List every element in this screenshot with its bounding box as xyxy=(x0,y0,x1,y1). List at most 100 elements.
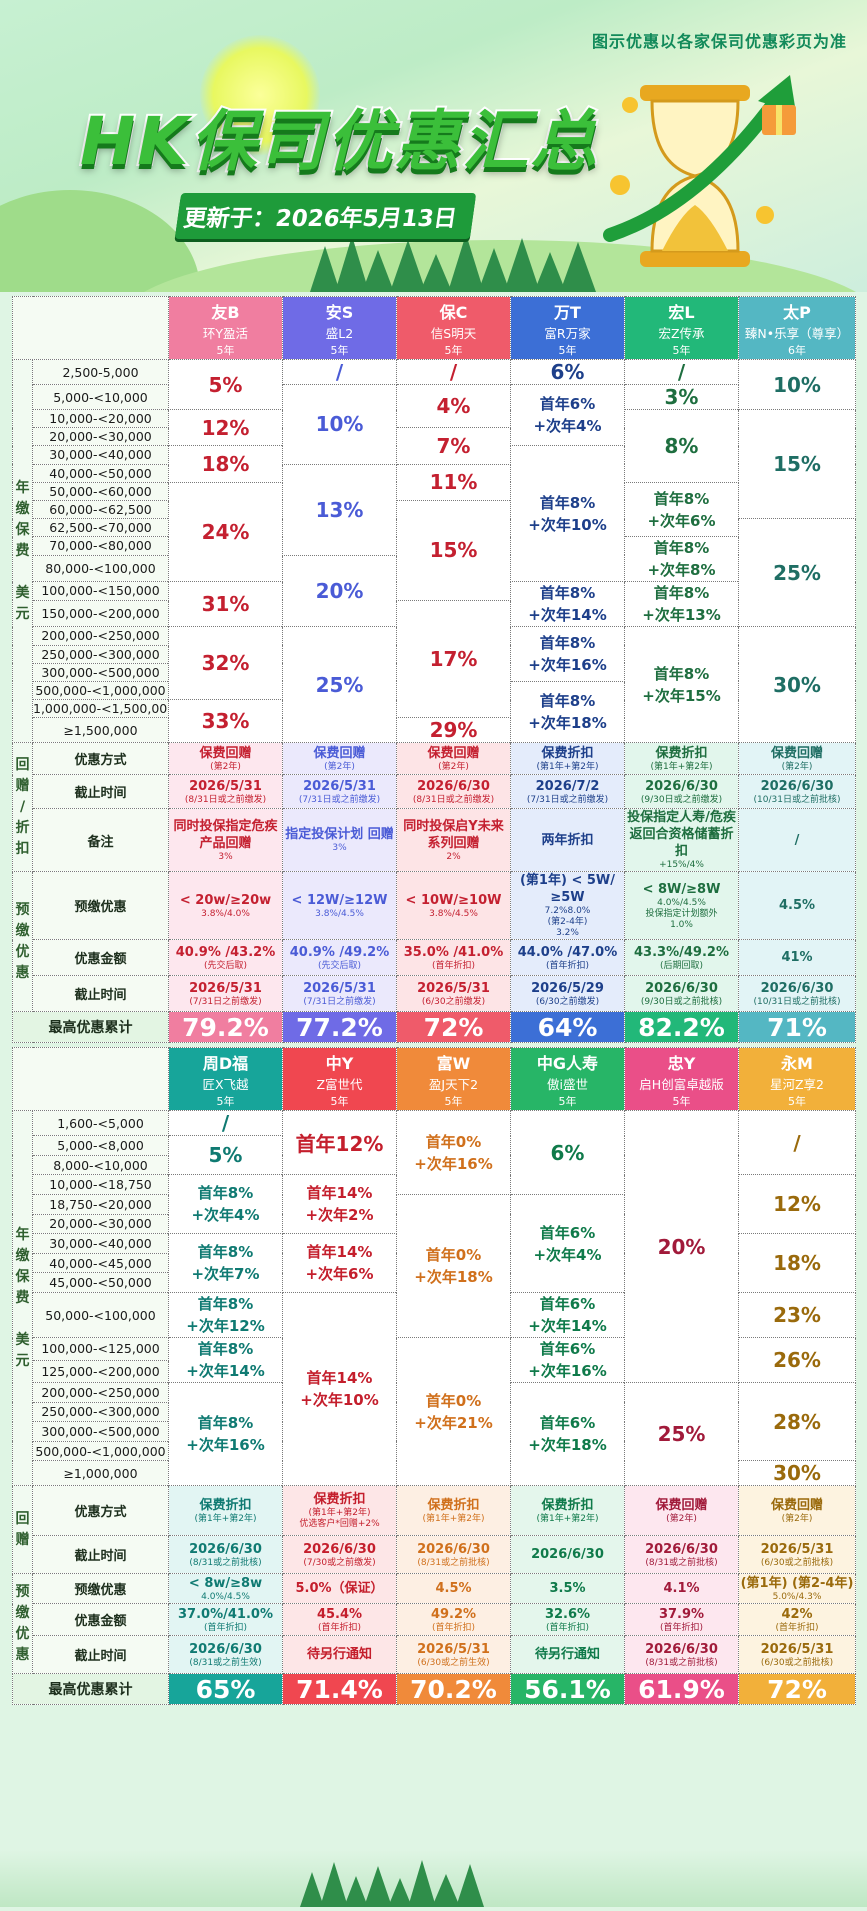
rate-cell: 13% xyxy=(282,463,397,556)
premium-band: 5,000-<8,000 xyxy=(32,1135,169,1156)
promo-cell: 保费折扣 (第1年+第2年) xyxy=(168,1485,283,1537)
rate-text: +次年18% xyxy=(414,1268,493,1287)
cell-line: 同时投保启Y未来系列回赠 xyxy=(403,818,504,851)
rate-cell: 首年6% +次年4% xyxy=(510,383,625,447)
side-char: 元 xyxy=(15,1352,30,1369)
rate-cell: 15% xyxy=(396,499,511,601)
cell-line: (6/30之前缴发) xyxy=(535,996,600,1007)
promo-cell: 42% (首年折扣) xyxy=(738,1603,856,1637)
rate-text: 首年14% xyxy=(306,1243,373,1262)
rate-text: 首年8% xyxy=(197,1295,254,1313)
row-label: 备注 xyxy=(32,808,169,873)
premium-band: 1,600-<5,000 xyxy=(32,1110,169,1137)
side-char: 回 xyxy=(15,1510,30,1527)
insurer-name: 友B xyxy=(211,302,240,322)
rate-text: 首年8% xyxy=(539,692,596,711)
cell-line: (9/30日或之前缴发) xyxy=(640,794,723,805)
rate-text: 15% xyxy=(429,538,478,563)
cell-line: 43.3%/49.2% xyxy=(634,944,729,960)
rate-text: 17% xyxy=(429,646,478,671)
cell-line: 投保指定计划额外 xyxy=(645,908,718,919)
cell-line: (10/31日或之前批核) xyxy=(753,794,841,805)
rate-cell: / xyxy=(396,359,511,385)
rate-cell: 首年6% +次年18% xyxy=(510,1381,625,1487)
insurer-header-0: 友B 环Y盈活 5年 xyxy=(168,296,283,360)
rate-cell: 首年8% +次年6% xyxy=(624,481,739,538)
cell-line: 1.0% xyxy=(670,919,693,930)
promo-cell: 37.9% (首年折扣) xyxy=(624,1603,739,1637)
rate-cell: 26% xyxy=(738,1337,856,1383)
header-blank xyxy=(12,1047,169,1112)
rate-cell: 首年6% +次年14% xyxy=(510,1292,625,1338)
rate-text: +次年16% xyxy=(414,1154,493,1173)
promo-cell: 2026/6/30 (9/30日或之前批核) xyxy=(624,975,739,1013)
promo-cell: 37.0%/41.0% (首年折扣) xyxy=(168,1603,283,1637)
insurer-name: 忠Y xyxy=(667,1053,696,1073)
premium-band: 300,000-<500,000 xyxy=(32,662,169,682)
premium-band: 500,000-<1,000,000 xyxy=(32,1440,169,1462)
side-label-rebate: 回赠 / 折扣 xyxy=(12,742,33,873)
side-label-rebate: 回赠 xyxy=(12,1485,33,1575)
side-char: 惠 xyxy=(15,1646,30,1663)
promo-cell: 保费折扣 (第1年+第2年) xyxy=(396,1485,511,1537)
cell-line: 4.5% xyxy=(435,1581,472,1597)
promo-sheet: 友B 环Y盈活 5年 安S 盛L2 5年 保C 信S明天 5年 万T 富R万家 5年 宏L 宏Z传承 5年 太… xyxy=(12,296,856,1706)
rate-text: / xyxy=(677,360,686,384)
cell-line: (6/30之前缴发) xyxy=(421,996,486,1007)
cell-line: 待另行通知 xyxy=(306,1647,372,1663)
rate-cell: 首年8% +次年13% xyxy=(624,581,739,628)
cell-line: 保费折扣 xyxy=(541,745,594,761)
premium-band: 200,000-<250,000 xyxy=(32,1382,169,1403)
promo-cell: 保费折扣 (第1年+第2年) xyxy=(624,742,739,776)
term-years: 5年 xyxy=(216,343,235,357)
update-date: 更新于：2026年5月13日 xyxy=(174,193,477,239)
rate-text: 23% xyxy=(773,1303,821,1327)
row-label: 优惠方式 xyxy=(32,742,169,776)
side-char: 缴 xyxy=(15,1604,30,1621)
rate-text: +次年18% xyxy=(528,1436,607,1455)
product-name: 盛L2 xyxy=(325,325,354,341)
rate-text: 32% xyxy=(201,651,250,676)
insurer-header-3: 万T 富R万家 5年 xyxy=(510,296,625,360)
rate-cell: 33% xyxy=(168,699,283,744)
rate-text: 3% xyxy=(664,385,699,409)
cell-line: 指定投保计划 回赠 xyxy=(285,827,394,843)
rate-text: 8% xyxy=(664,433,699,458)
row-label: 优惠金额 xyxy=(32,939,169,977)
rate-cell: 11% xyxy=(396,463,511,501)
footer-decoration xyxy=(0,1850,867,1907)
cell-line: (第2年) xyxy=(781,761,813,772)
promo-cell: 保费折扣 (第1年+第2年) 优选客户*回赠+2% xyxy=(282,1485,397,1537)
cell-line: (首年折扣) xyxy=(431,1622,476,1633)
cell-line: 3.2% xyxy=(556,928,579,939)
insurer-header-4: 忠Y 启H创富卓越版 5年 xyxy=(624,1047,739,1112)
rate-cell: 首年8% +次年16% xyxy=(510,626,625,682)
promo-cell: < 12W/≥12W 3.8%/4.5% xyxy=(282,871,397,941)
sun-decoration xyxy=(200,35,320,155)
rate-text: 首年14% xyxy=(306,1184,373,1203)
total-value: 77.2% xyxy=(282,1011,397,1044)
product-name: 傲i盛世 xyxy=(547,1076,588,1092)
rate-text: 首年0% xyxy=(425,1132,482,1151)
cell-line: 4.0%/4.5% xyxy=(657,897,706,908)
promo-cell: 41% xyxy=(738,939,856,977)
cell-line: 45.4% xyxy=(316,1606,363,1622)
side-char: 折 xyxy=(15,819,30,836)
cell-line: 2026/5/31 xyxy=(760,1641,834,1657)
promo-cell: 2026/6/30 (8/31日或之前缴发) xyxy=(396,774,511,810)
rate-text: 25% xyxy=(657,1422,706,1447)
header-blank xyxy=(12,296,169,360)
product-name: Z富世代 xyxy=(316,1076,363,1092)
product-name: 星河Z享2 xyxy=(769,1076,825,1092)
rate-text: 首年6% xyxy=(539,1295,596,1313)
cell-line: 待另行通知 xyxy=(534,1647,600,1663)
promo-cell: 保费回赠 (第2年) xyxy=(396,742,511,776)
side-char: 年 xyxy=(15,479,30,496)
rate-cell: 首年8% +次年4% xyxy=(168,1174,283,1235)
rate-cell: 首年8% +次年16% xyxy=(168,1381,283,1487)
cell-line: (第2年) xyxy=(666,1513,697,1524)
term-years: 5年 xyxy=(330,343,349,357)
cell-line: 保费折扣 xyxy=(199,1497,252,1513)
cell-line: (首年折扣) xyxy=(431,960,476,971)
side-char: / xyxy=(19,798,26,815)
